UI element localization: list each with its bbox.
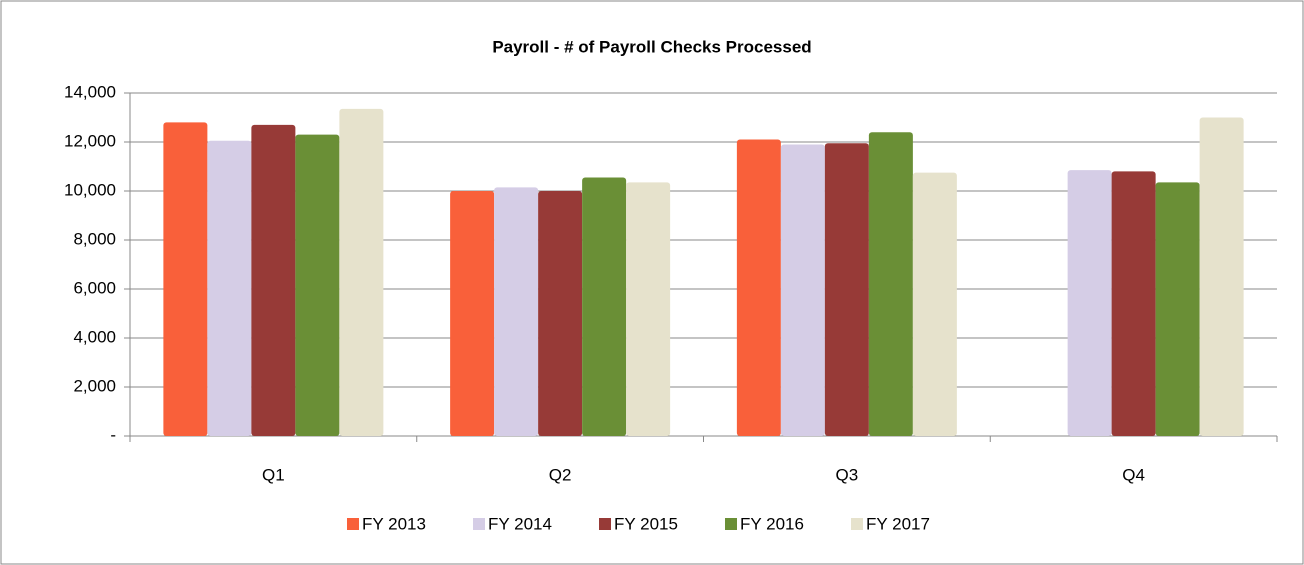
x-tick-label: Q3 (836, 465, 859, 484)
bar-shade (341, 110, 382, 435)
legend-swatch (347, 518, 359, 530)
bar-shade (209, 142, 250, 434)
bar-shade (584, 179, 625, 434)
x-tick-label: Q2 (549, 465, 572, 484)
bar-shade (165, 124, 206, 435)
y-tick-label: 6,000 (73, 278, 116, 297)
bar-shade (628, 184, 669, 434)
legend-label: FY 2017 (866, 514, 930, 533)
legend-label: FY 2016 (740, 514, 804, 533)
bar-shade (297, 136, 338, 434)
legend-label: FY 2015 (614, 514, 678, 533)
chart-title: Payroll - # of Payroll Checks Processed (492, 37, 811, 56)
bar-shade (870, 134, 911, 434)
bar-shade (496, 189, 537, 434)
bar-shade (1157, 184, 1198, 434)
bar-shade (1201, 119, 1242, 434)
legend-label: FY 2013 (362, 514, 426, 533)
bar-shade (738, 141, 779, 435)
bar-shade (914, 174, 955, 434)
legend-swatch (599, 518, 611, 530)
legend-swatch (473, 518, 485, 530)
y-tick-label: 12,000 (64, 131, 116, 150)
bar-shade (1113, 173, 1154, 434)
x-tick-label: Q4 (1122, 465, 1145, 484)
y-tick-label: 8,000 (73, 229, 116, 248)
legend-swatch (725, 518, 737, 530)
bar-shade (540, 193, 581, 434)
bar-shade (1069, 172, 1110, 435)
bar-shade (253, 126, 294, 434)
y-tick-label: 14,000 (64, 82, 116, 101)
y-tick-label: 2,000 (73, 376, 116, 395)
bar-shade (452, 193, 493, 434)
x-tick-label: Q1 (262, 465, 285, 484)
legend-swatch (851, 518, 863, 530)
y-tick-label: - (110, 425, 116, 444)
legend-label: FY 2014 (488, 514, 552, 533)
y-tick-label: 4,000 (73, 327, 116, 346)
y-tick-label: 10,000 (64, 180, 116, 199)
bar-shade (782, 146, 823, 434)
bar-shade (826, 145, 867, 434)
